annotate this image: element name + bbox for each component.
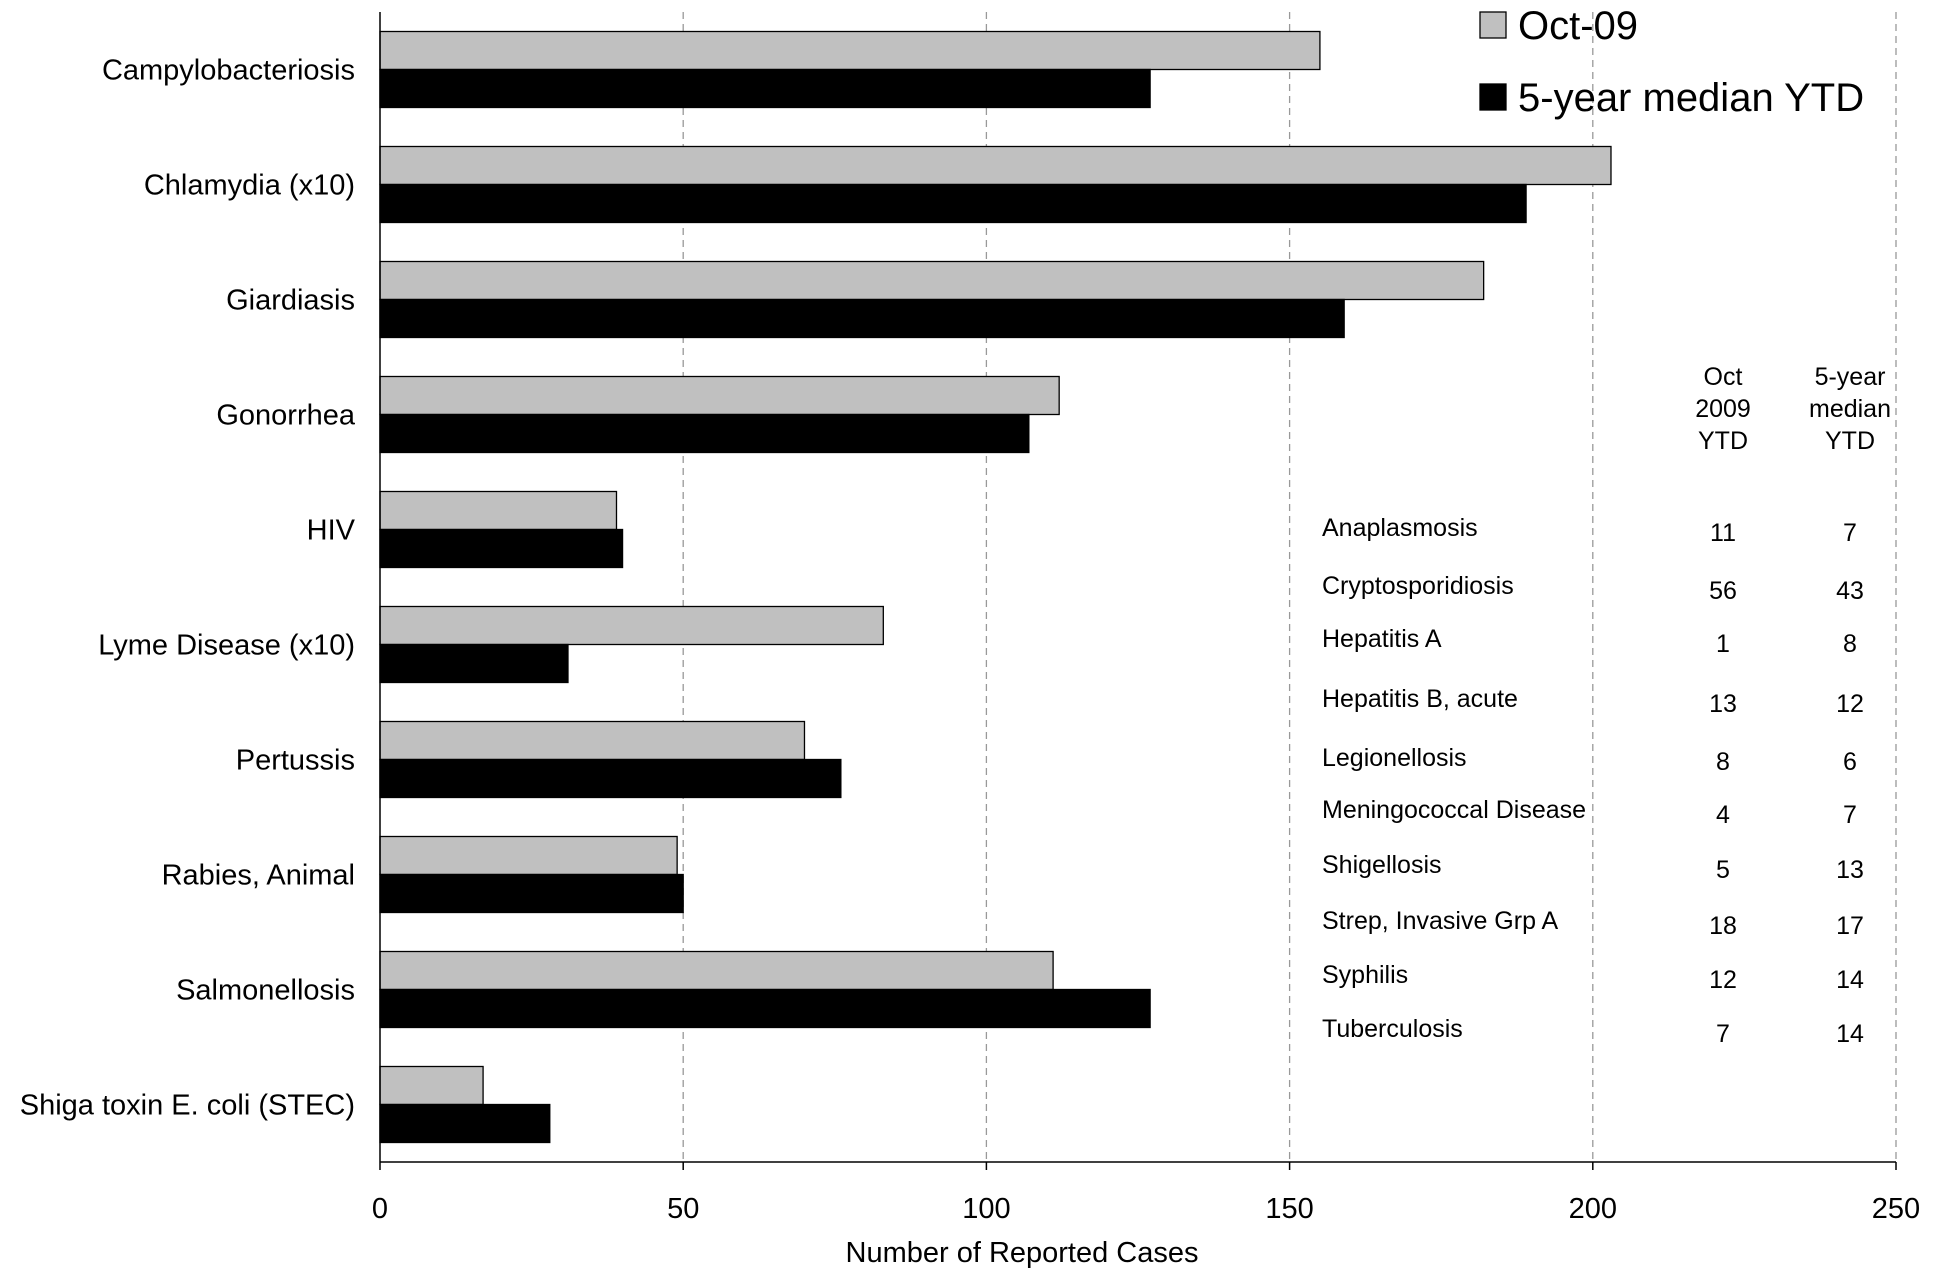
category-label: Rabies, Animal (162, 860, 355, 892)
bar-marks (379, 30, 1612, 1144)
bar-median-6 (379, 758, 842, 799)
bar-oct09-3 (379, 375, 1060, 416)
category-label: Gonorrhea (216, 400, 356, 432)
table-cell-median: 8 (1843, 630, 1857, 658)
x-tick-label: 150 (1265, 1193, 1313, 1225)
table-row-name: Syphilis (1322, 961, 1408, 989)
table-row-name: Cryptosporidiosis (1322, 572, 1514, 600)
category-label: Lyme Disease (x10) (98, 630, 355, 662)
category-label: Shiga toxin E. coli (STEC) (20, 1090, 355, 1122)
table-cell-oct: 56 (1709, 577, 1737, 605)
bar-oct09-9 (379, 1065, 484, 1106)
category-label: Chlamydia (x10) (144, 170, 355, 202)
category-label: Giardiasis (226, 285, 355, 317)
table-cell-median: 7 (1843, 519, 1857, 547)
legend-label: Oct-09 (1518, 4, 1638, 48)
x-tick-label: 50 (667, 1193, 699, 1225)
bar-median-0 (379, 68, 1151, 109)
table-row-name: Meningococcal Disease (1322, 796, 1586, 824)
table-row-name: Tuberculosis (1322, 1015, 1463, 1043)
legend-swatch-median (1479, 83, 1507, 111)
bar-median-7 (379, 873, 684, 914)
table-cell-median: 12 (1836, 690, 1864, 718)
x-tick-label: 0 (372, 1193, 388, 1225)
table-cell-oct: 11 (1710, 519, 1736, 547)
x-tick-label: 200 (1569, 1193, 1617, 1225)
table-cell-median: 14 (1836, 1020, 1864, 1048)
table-cell-oct: 18 (1709, 912, 1737, 940)
axes (379, 12, 1897, 1170)
table-cell-median: 14 (1836, 966, 1864, 994)
bar-oct09-5 (379, 605, 884, 646)
x-tick-label: 250 (1872, 1193, 1920, 1225)
x-axis-title: Number of Reported Cases (846, 1237, 1199, 1269)
x-tick-label: 100 (962, 1193, 1010, 1225)
table-cell-oct: 13 (1709, 690, 1737, 718)
category-label: Campylobacteriosis (102, 55, 355, 87)
bar-median-9 (379, 1103, 551, 1144)
table-cell-oct: 4 (1716, 801, 1730, 829)
category-label: Pertussis (236, 745, 355, 777)
bar-oct09-7 (379, 835, 678, 876)
axis-labels: Campylobacteriosis Chlamydia (x10) Giardia… (20, 55, 1920, 1226)
table-row-name: Legionellosis (1322, 744, 1467, 772)
bar-median-2 (379, 298, 1345, 339)
table-row-name: Anaplasmosis (1322, 514, 1478, 542)
table-cell-median: 7 (1843, 801, 1857, 829)
table-cell-median: 6 (1843, 748, 1857, 776)
legend-swatch-oct09 (1479, 11, 1507, 39)
bar-oct09-1 (379, 145, 1612, 186)
table-cell-oct: 12 (1709, 966, 1737, 994)
bar-oct09-8 (379, 950, 1054, 991)
legend-label: 5-year median YTD (1518, 76, 1864, 120)
category-label: HIV (307, 515, 356, 547)
bar-oct09-6 (379, 720, 806, 761)
bar-median-1 (379, 183, 1527, 224)
table-row-name: Hepatitis B, acute (1322, 685, 1518, 713)
table-cell-median: 13 (1836, 856, 1864, 884)
table-cell-oct: 5 (1716, 856, 1730, 884)
bar-oct09-0 (379, 30, 1321, 71)
table-row-name: Hepatitis A (1322, 625, 1442, 653)
bar-median-4 (379, 528, 624, 569)
table-header: Oct 2009 YTD (1695, 363, 1751, 455)
table-cell-median: 43 (1836, 577, 1864, 605)
table-cell-oct: 1 (1716, 630, 1730, 658)
legend: Oct-09 5-year median YTD (1479, 4, 1864, 120)
bar-oct09-2 (379, 260, 1485, 301)
table-header: 5-year median YTD (1809, 363, 1891, 455)
table-row-name: Shigellosis (1322, 851, 1442, 879)
category-label: Salmonellosis (176, 975, 355, 1007)
table-row-name: Strep, Invasive Grp A (1322, 907, 1559, 935)
table-cell-oct: 7 (1716, 1020, 1730, 1048)
table-cell-oct: 8 (1716, 748, 1730, 776)
bar-median-3 (379, 413, 1030, 454)
bar-median-8 (379, 988, 1151, 1029)
bar-oct09-4 (379, 490, 618, 531)
table-cell-median: 17 (1836, 912, 1864, 940)
bar-median-5 (379, 643, 569, 684)
